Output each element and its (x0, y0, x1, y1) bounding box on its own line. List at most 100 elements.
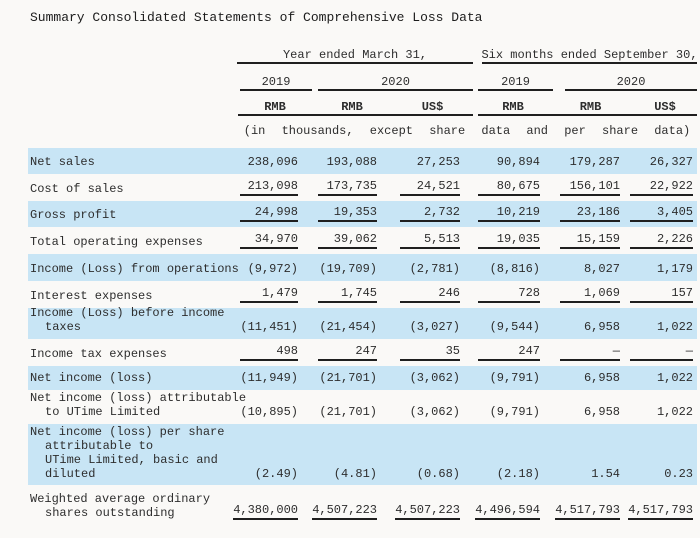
row-label-line: diluted (45, 467, 96, 481)
cell-value: — (560, 344, 620, 361)
row-label-line: shares outstanding (45, 506, 175, 520)
cell-value: 728 (478, 286, 540, 303)
table-cell: 4,507,223 (298, 503, 377, 520)
cell-value: (11,451) (240, 320, 298, 334)
cell-value: (21,701) (319, 405, 377, 419)
cell-value: 23,186 (560, 205, 620, 222)
table-cell: — (540, 344, 620, 361)
table-cell: 213,098 (230, 179, 298, 196)
year-header-2020: 2020 (565, 64, 697, 91)
table-cell: 26,327 (620, 155, 697, 169)
table-cell: 1,022 (620, 405, 697, 419)
cell-value: (0.68) (416, 467, 460, 481)
cell-value: 80,675 (478, 179, 540, 196)
table-cell: 1.54 (540, 467, 620, 481)
table-cell: 4,517,793 (620, 503, 697, 520)
table-cell: 10,219 (460, 205, 540, 222)
row-label-line: Interest expenses (30, 289, 153, 303)
year-label: 2020 (381, 75, 410, 89)
cell-value: 4,507,223 (312, 503, 377, 520)
table-cell: (0.68) (377, 467, 460, 481)
table-cell: 1,479 (230, 286, 298, 303)
cell-value: 10,219 (478, 205, 540, 222)
row-label: Total operating expenses (28, 235, 230, 249)
cell-value: 173,735 (318, 179, 377, 196)
table-row: Cost of sales 213,098 173,735 24,521 80,675 1… (28, 174, 697, 201)
table-cell: 498 (230, 344, 298, 361)
row-label-line: Net income (loss) attributable (30, 391, 247, 405)
table-cell: 27,253 (377, 155, 460, 169)
row-label-line: Net sales (30, 155, 95, 169)
cell-value: 156,101 (560, 179, 620, 196)
cell-value: 15,159 (560, 232, 620, 249)
cell-value: 1,179 (656, 262, 693, 276)
table-cell: (2.49) (230, 467, 298, 481)
table-cell: 4,517,793 (540, 503, 620, 520)
row-label-line: Income (Loss) from operations (30, 262, 239, 276)
row-label: Interest expenses (28, 289, 230, 303)
row-label-line: UTime Limited, basic and (45, 453, 218, 467)
row-label-line: attributable to (45, 439, 154, 453)
currency-label-rmb: RMB (502, 100, 524, 114)
cell-value: 39,062 (318, 232, 377, 249)
cell-value: 4,380,000 (233, 503, 298, 520)
cell-value: 22,922 (630, 179, 693, 196)
cell-value: 19,035 (478, 232, 540, 249)
table-cell: 156,101 (540, 179, 620, 196)
table-row: Net income (loss) (11,949) (21,701) (3,062)… (28, 366, 697, 390)
cell-value: 179,287 (569, 155, 620, 169)
row-label-line: Income (Loss) before income (30, 306, 225, 320)
cell-value: 0.23 (664, 467, 693, 481)
table-cell: 1,022 (620, 371, 697, 385)
year-label: 2019 (261, 75, 291, 89)
table-cell: 5,513 (377, 232, 460, 249)
cell-value: (9,791) (489, 405, 540, 419)
cell-value: (3,062) (409, 371, 460, 385)
table-cell: (4.81) (298, 467, 377, 481)
col-group-label: Six months ended September 30, (481, 48, 698, 62)
cell-value: 8,027 (583, 262, 620, 276)
table-cell: 4,496,594 (460, 503, 540, 520)
table-cell: 1,745 (298, 286, 377, 303)
row-label-line: Cost of sales (30, 182, 124, 196)
year-header-row: 2019 2020 2019 2020 (28, 64, 697, 91)
cell-value: (2.18) (496, 467, 540, 481)
table-cell: 4,507,223 (377, 503, 460, 520)
table-cell: 6,958 (540, 405, 620, 419)
row-label-line: Net income (loss) per share (30, 425, 225, 439)
table-cell: 1,179 (620, 262, 697, 276)
row-label: Net income (loss) attributable to UTime L… (28, 391, 247, 419)
table-row: Net income (loss) attributable to UTime L… (28, 390, 697, 424)
cell-value: 1.54 (591, 467, 620, 481)
cell-value: 2,226 (630, 232, 693, 249)
cell-value: 1,022 (656, 405, 693, 419)
table-cell: 247 (460, 344, 540, 361)
currency-label-rmb: RMB (579, 100, 602, 114)
table-row: Gross profit 24,998 19,353 2,732 10,219 23,18… (28, 201, 697, 227)
cell-value: 246 (400, 286, 460, 303)
table-cell: (9,972) (230, 262, 298, 276)
table-cell: 6,958 (540, 320, 620, 334)
cell-value: 4,517,793 (555, 503, 620, 520)
cell-value: 498 (240, 344, 298, 361)
currency-label-usd: US$ (654, 100, 676, 114)
table-cell: (11,949) (230, 371, 298, 385)
table-cell: (21,701) (298, 371, 377, 385)
cell-value: 27,253 (416, 155, 460, 169)
cell-value: 26,327 (649, 155, 693, 169)
table-cell: (9,544) (460, 320, 540, 334)
table-cell: 15,159 (540, 232, 620, 249)
cell-value: 2,732 (400, 205, 460, 222)
table-cell: (3,062) (377, 405, 460, 419)
cell-value: 247 (318, 344, 377, 361)
table-cell: 173,735 (298, 179, 377, 196)
cell-value: 24,521 (400, 179, 460, 196)
table-cell: 238,096 (230, 155, 298, 169)
table-cell: (2,781) (377, 262, 460, 276)
cell-value: 193,088 (326, 155, 377, 169)
table-cell: (8,816) (460, 262, 540, 276)
cell-value: (8,816) (489, 262, 540, 276)
cell-value: — (630, 344, 693, 361)
cell-value: (21,454) (319, 320, 377, 334)
table-cell: (3,027) (377, 320, 460, 334)
